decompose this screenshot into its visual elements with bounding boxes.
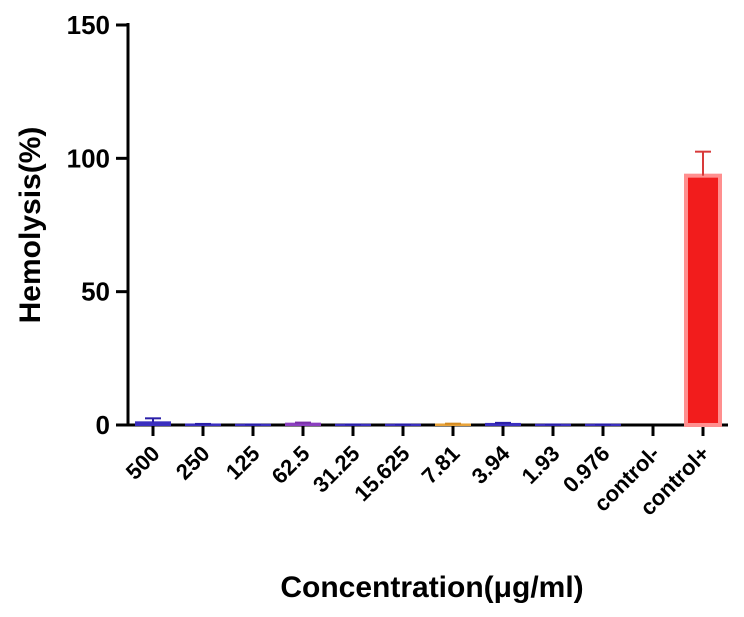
x-tick-label: 3.94 [467, 440, 515, 488]
x-tick-label: 125 [221, 441, 265, 485]
error-bars [145, 150, 711, 426]
bars [135, 173, 722, 427]
x-tick-label: 250 [171, 441, 215, 485]
bar [285, 422, 321, 426]
bar [684, 173, 722, 427]
x-axis-title: Concentration(μg/ml) [280, 571, 583, 604]
bar [135, 421, 171, 427]
x-tick-label: 15.625 [349, 441, 414, 506]
x-tick-label: 7.81 [417, 441, 465, 489]
bar [485, 422, 521, 426]
x-tick-label: 62.5 [267, 441, 315, 489]
y-axis-title: Hemolysis(%) [14, 127, 47, 324]
y-tick-label: 0 [96, 410, 110, 440]
y-tick-label: 100 [67, 143, 110, 173]
x-tick-label: 1.93 [517, 441, 565, 489]
y-tick-label: 50 [81, 277, 110, 307]
x-tick-label: 500 [121, 441, 165, 485]
y-tick-label: 150 [67, 10, 110, 40]
y-axis: 0 50 100 150 [67, 10, 130, 440]
